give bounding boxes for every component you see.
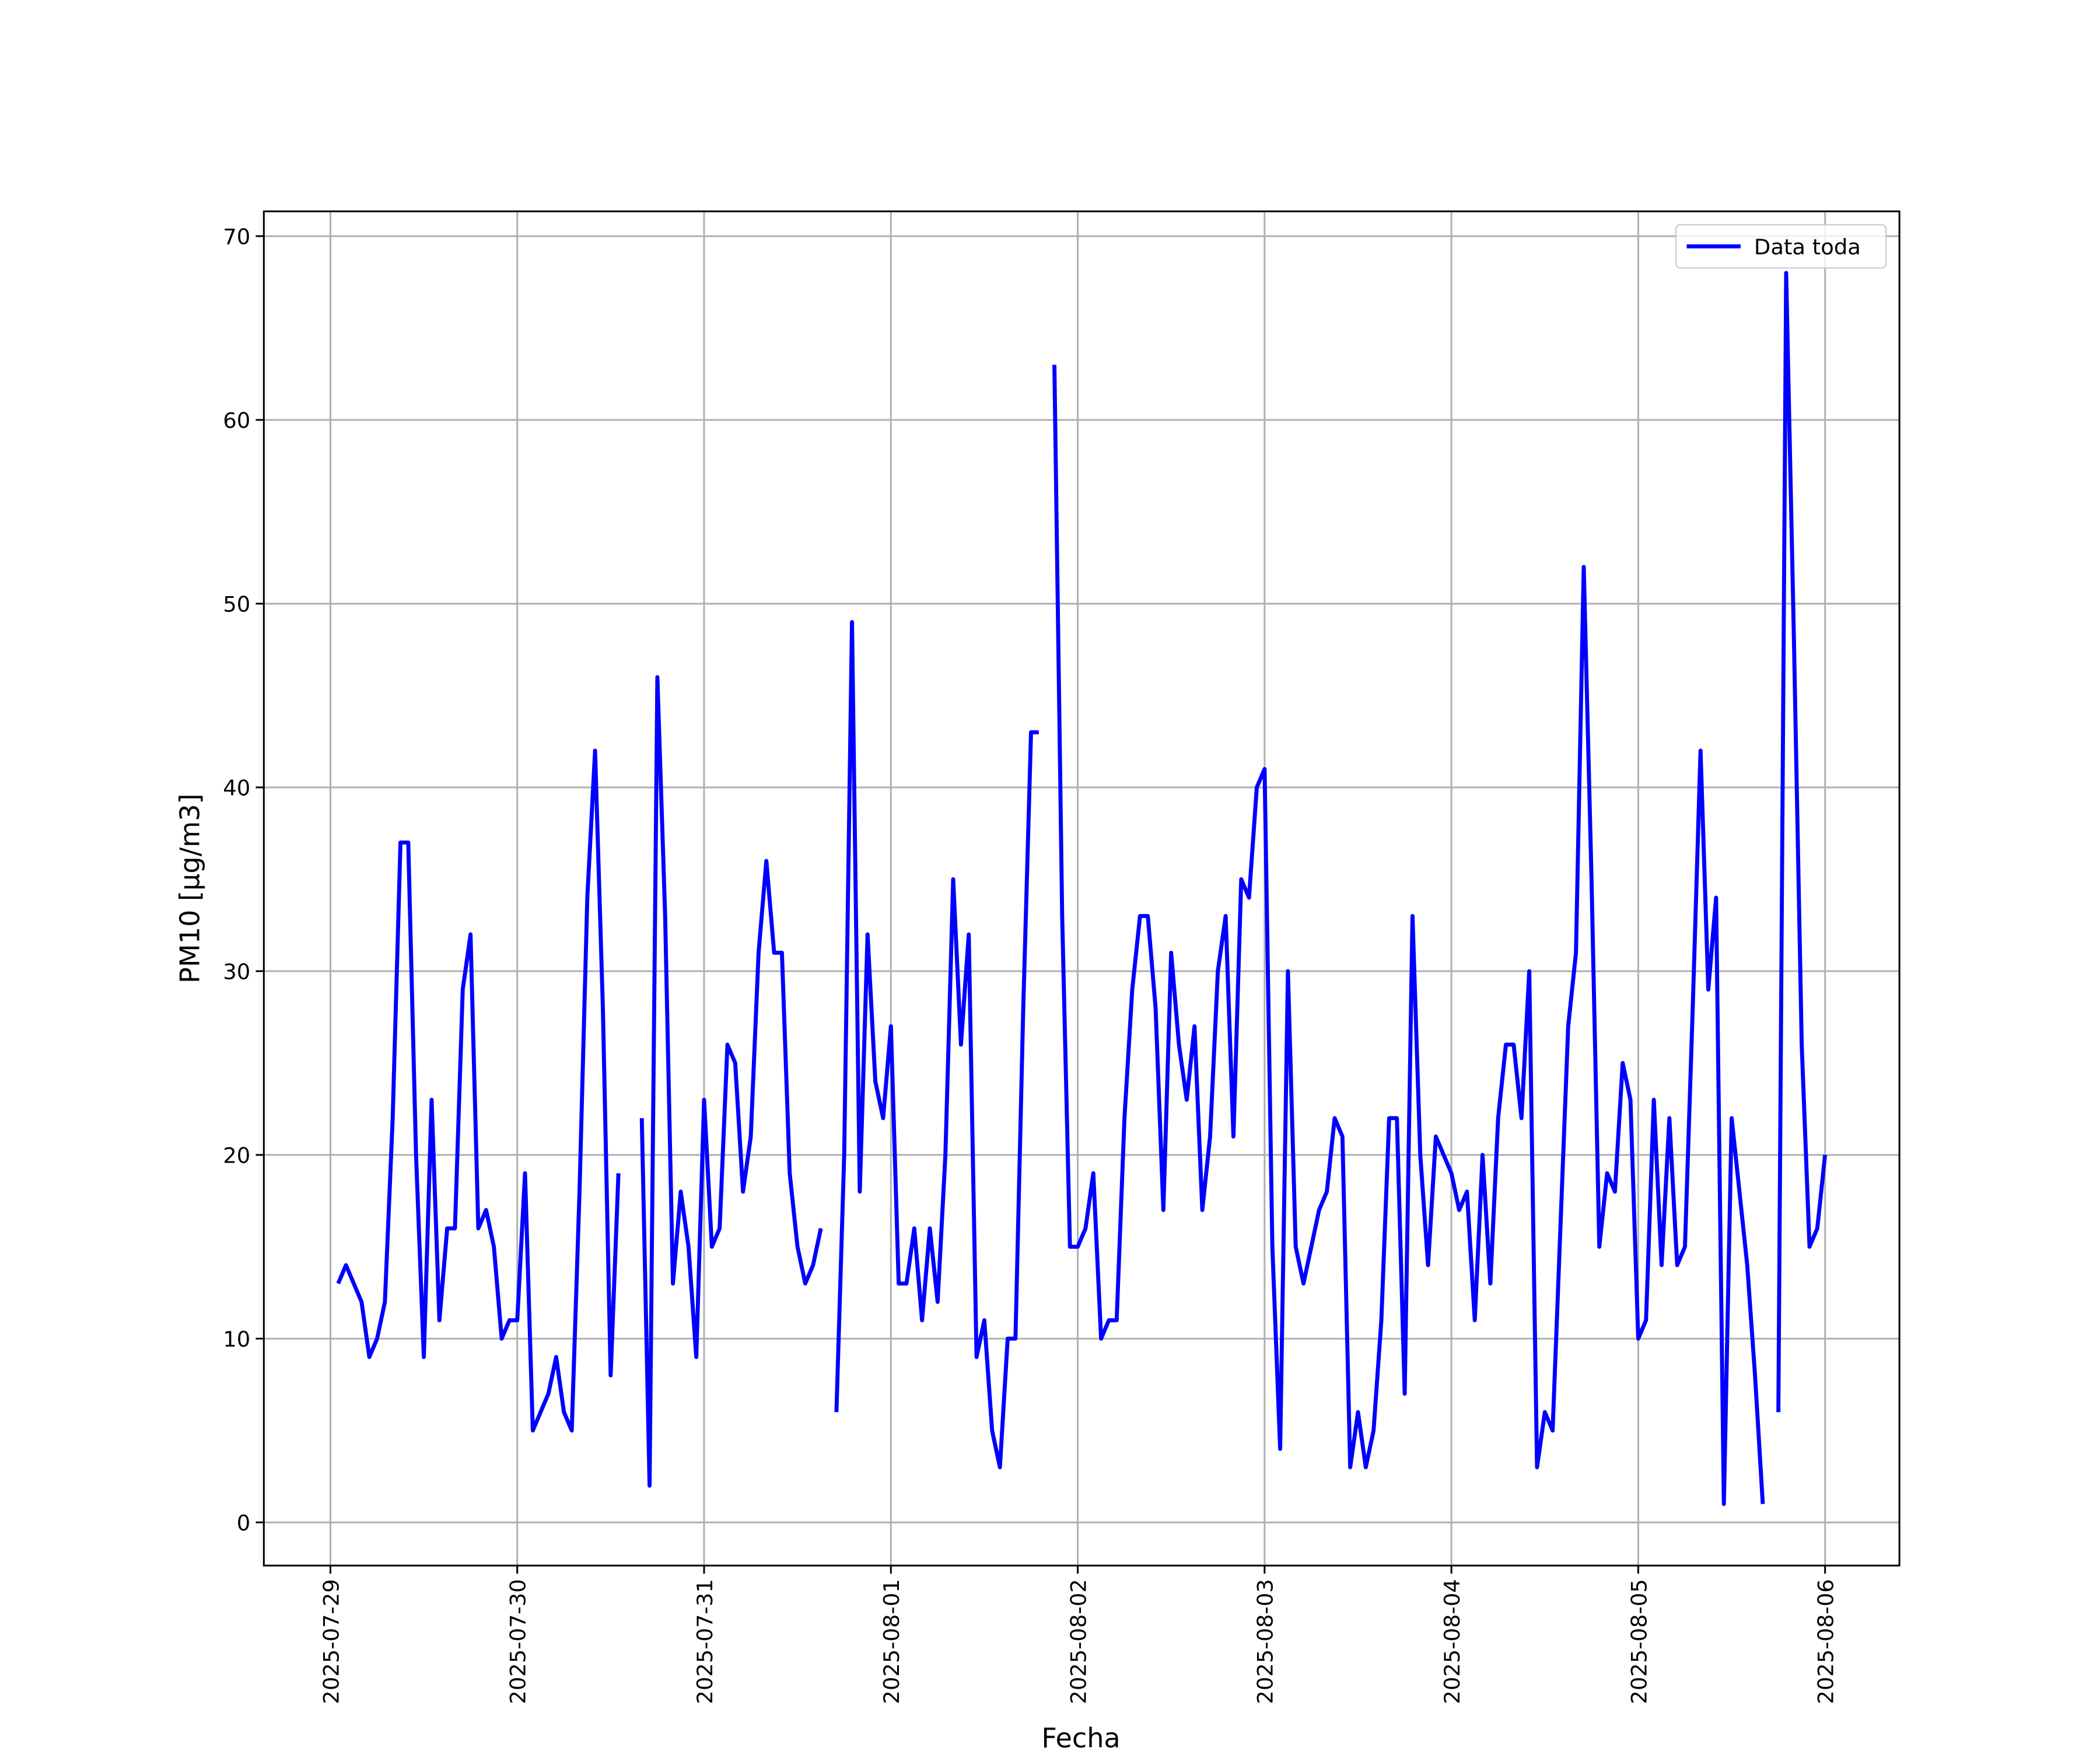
y-tick-label: 60	[223, 408, 250, 433]
x-tick-label: 2025-08-04	[1440, 1579, 1465, 1704]
y-tick-label: 10	[223, 1327, 250, 1352]
x-axis-label: Fecha	[1041, 1722, 1120, 1750]
y-tick-label: 50	[223, 592, 250, 617]
y-tick-label: 20	[223, 1143, 250, 1168]
x-tick-label: 2025-08-02	[1066, 1579, 1091, 1704]
x-tick-label: 2025-07-31	[692, 1579, 718, 1704]
y-axis-label: PM10 [μg/m3]	[174, 793, 206, 984]
y-tick-label: 0	[237, 1511, 250, 1536]
x-tick-label: 2025-08-01	[879, 1579, 904, 1704]
legend-box	[1675, 224, 1887, 269]
y-tick-label: 70	[223, 225, 250, 250]
x-tick-label: 2025-08-03	[1253, 1579, 1278, 1704]
y-tick-label: 30	[223, 960, 250, 985]
legend: Data toda	[1675, 224, 1887, 269]
x-tick-label: 2025-07-29	[318, 1579, 344, 1704]
y-tick-label: 40	[223, 776, 250, 801]
data-line	[336, 271, 1828, 1506]
x-tick-label: 2025-08-06	[1814, 1579, 1839, 1704]
x-tick-label: 2025-08-05	[1626, 1579, 1651, 1704]
plot-frame	[262, 210, 1901, 1567]
x-tick-label: 2025-07-30	[506, 1579, 531, 1704]
legend-label: Data toda	[1754, 235, 1861, 260]
